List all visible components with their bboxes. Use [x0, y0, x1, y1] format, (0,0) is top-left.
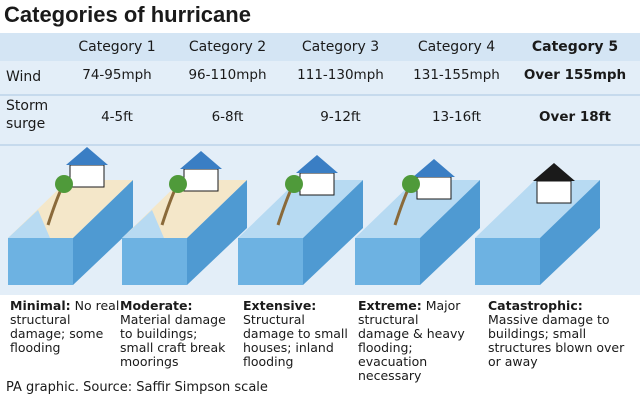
cell: 131-155mph — [413, 67, 500, 83]
cell: Over 18ft — [539, 109, 611, 125]
cell: 74-95mph — [82, 67, 152, 83]
block-side — [73, 180, 133, 285]
description: Extreme: Major structural damage & heavy… — [358, 299, 470, 383]
cell: 96-110mph — [188, 67, 267, 83]
description-lead: Extensive: — [243, 298, 317, 313]
palm-leaves — [55, 175, 73, 193]
scenes — [8, 147, 600, 285]
row-label: Storm surge — [6, 98, 49, 132]
house-roof — [180, 151, 222, 169]
block-front — [238, 238, 303, 285]
description: Moderate: Material damage to buildings; … — [120, 299, 232, 369]
description: Minimal: No real structural damage; some… — [10, 299, 122, 355]
column-header: Category 4 — [417, 39, 496, 55]
description: Catastrophic: Massive damage to building… — [488, 299, 628, 369]
description-text: No real structural damage; some flooding — [10, 298, 120, 355]
palm-leaves — [402, 175, 420, 193]
block-side — [303, 180, 363, 285]
block-front — [122, 238, 187, 285]
description-lead: Moderate: — [120, 298, 193, 313]
block-front — [8, 238, 73, 285]
block-side — [420, 180, 480, 285]
block-front — [355, 238, 420, 285]
house-wall — [536, 180, 572, 204]
column-header: Category 5 — [531, 39, 619, 55]
header-band — [0, 33, 640, 61]
column-header: Category 2 — [188, 39, 267, 55]
block-side — [540, 180, 600, 285]
house-wall — [69, 164, 105, 188]
description-lead: Minimal: — [10, 298, 71, 313]
block-front — [475, 238, 540, 285]
cell: 4-5ft — [101, 109, 133, 125]
block-side — [187, 180, 247, 285]
shore-water — [122, 210, 164, 238]
description-text: Structural damage to small houses; inlan… — [243, 312, 348, 369]
house-wall — [183, 168, 219, 192]
house-roof — [533, 163, 575, 181]
column-header: Category 3 — [301, 39, 380, 55]
description-text: Material damage to buildings; small craf… — [120, 312, 226, 369]
palm-leaves — [169, 175, 187, 193]
description-text: Massive damage to buildings; small struc… — [488, 312, 625, 369]
palm-leaves — [285, 175, 303, 193]
title: Categories of hurricane — [4, 2, 251, 27]
house-roof — [66, 147, 108, 165]
description-lead: Catastrophic: — [488, 298, 583, 313]
cell: 6-8ft — [211, 109, 244, 125]
cell: Over 155mph — [523, 67, 627, 83]
cell: 13-16ft — [431, 109, 482, 125]
house-roof — [296, 155, 338, 173]
description-text: Major structural damage & heavy flooding… — [358, 298, 465, 383]
cell: 9-12ft — [320, 109, 361, 125]
shore-water — [8, 210, 50, 238]
row-label: Wind — [6, 69, 42, 85]
house-roof — [413, 159, 455, 177]
cell: 111-130mph — [297, 67, 384, 83]
description-lead: Extreme: — [358, 298, 422, 313]
house-wall — [299, 172, 335, 196]
source: PA graphic. Source: Saffir Simpson scale — [6, 380, 268, 395]
description: Extensive: Structural damage to small ho… — [243, 299, 355, 369]
house-wall — [416, 176, 452, 200]
column-header: Category 1 — [78, 39, 156, 55]
